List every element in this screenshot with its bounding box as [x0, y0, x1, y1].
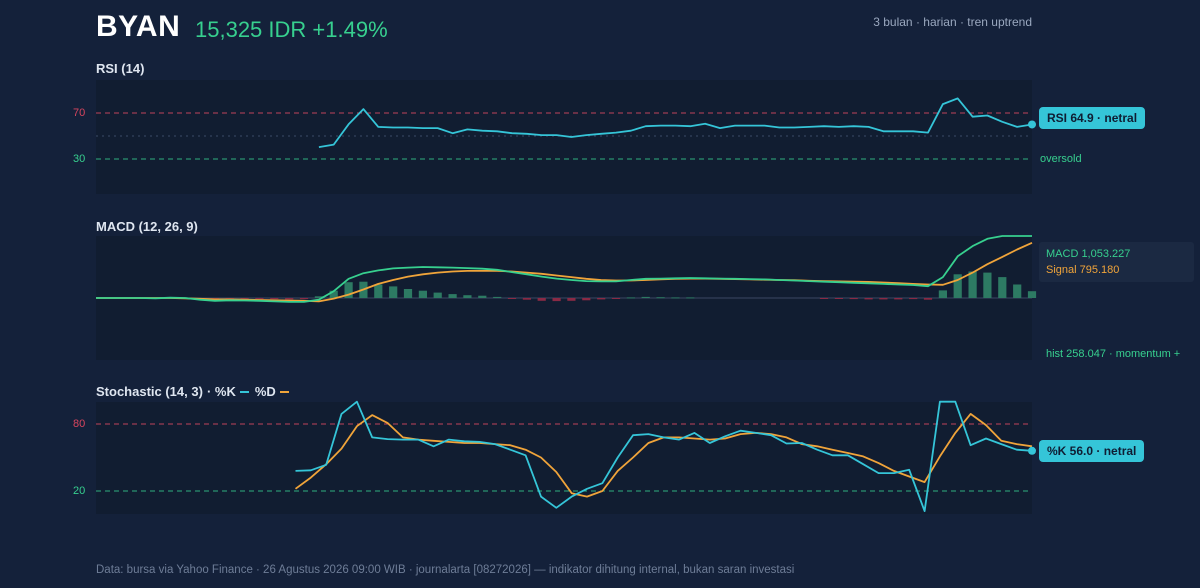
macd-histogram-bar: [938, 290, 947, 298]
rsi-panel-bg: [96, 80, 1032, 194]
macd-histogram-bar: [834, 298, 843, 299]
ticker-symbol: BYAN: [96, 10, 181, 43]
macd-histogram-bar: [819, 298, 829, 299]
stochastic-k-line: [295, 400, 1033, 512]
macd-signal-label: Signal 795.180: [1046, 264, 1120, 276]
macd-histogram-bar: [418, 290, 427, 298]
stochastic-title: Stochastic (14, 3): [96, 384, 203, 399]
stochastic-tick-20: 20: [73, 485, 86, 497]
macd-histogram-bar: [909, 298, 918, 300]
macd-histogram-bar: [299, 298, 309, 300]
macd-histogram-bar: [879, 298, 888, 300]
macd-histogram-bar: [240, 298, 249, 299]
stochastic-k-legend-swatch: [239, 390, 249, 393]
rsi-line: [318, 97, 1033, 148]
macd-histogram-bar: [403, 289, 413, 298]
rsi-tick-30: 30: [73, 153, 86, 165]
macd-histogram-bar: [998, 277, 1007, 298]
macd-histogram-label: hist 258.047 · momentum +: [1046, 348, 1181, 360]
rsi-value-badge: RSI 64.9 · netral: [1039, 107, 1146, 129]
macd-histogram-bar: [1027, 291, 1037, 298]
footer-source-note: Data: bursa via Yahoo Finance · 26 Agust…: [96, 564, 795, 576]
macd-histogram-bar: [537, 298, 546, 301]
macd-histogram-bar: [255, 298, 264, 299]
macd-histogram-bar: [344, 282, 353, 298]
macd-histogram-bar: [582, 298, 591, 301]
macd-histogram-bar: [641, 296, 650, 298]
chart-meta: 3 bulan · harian · tren uptrend: [873, 15, 1032, 29]
macd-value-box: MACD 1,053.227 Signal 795.180: [1039, 242, 1194, 282]
macd-histogram-bar: [507, 298, 517, 299]
macd-histogram-bar: [849, 298, 858, 300]
macd-histogram-bar: [923, 298, 933, 300]
macd-histogram-bar: [225, 298, 234, 299]
macd-histogram-bar: [626, 297, 635, 299]
stochastic-panel-title: Stochastic (14, 3) · %K %D: [96, 384, 295, 399]
stochastic-last-point: [1028, 446, 1036, 455]
rsi-panel-title: RSI (14): [96, 61, 145, 76]
stochastic-k-series: [295, 400, 1033, 512]
stochastic-value-badge: %K 56.0 · netral: [1039, 440, 1145, 462]
macd-value-label: MACD 1,053.227: [1046, 248, 1131, 260]
macd-histogram-bar: [983, 272, 992, 298]
macd-histogram-bar: [433, 292, 442, 298]
macd-histogram-bar: [686, 297, 695, 299]
stochastic-tick-80: 80: [73, 418, 86, 430]
macd-histogram-bar: [1013, 284, 1022, 298]
stochastic-d-legend-label: %D: [254, 384, 276, 399]
macd-histogram-bar: [567, 298, 576, 301]
macd-histogram-bar: [968, 271, 977, 298]
rsi-series: [318, 97, 1033, 148]
macd-histogram-bar: [671, 297, 680, 299]
macd-histogram-bar: [374, 284, 383, 298]
macd-histogram-bar: [894, 298, 903, 300]
stochastic-k-legend-label: · %K: [206, 384, 236, 399]
macd-histogram-bar: [329, 290, 338, 298]
macd-histogram-bar: [285, 298, 294, 300]
macd-histogram-bar: [463, 295, 472, 298]
macd-histogram-bar: [597, 298, 606, 300]
macd-histogram-bar: [953, 274, 962, 298]
stochastic-d-legend-swatch: [279, 390, 289, 393]
macd-histogram-bar: [522, 298, 531, 300]
macd-series: [96, 235, 1032, 303]
macd-histogram-bar: [478, 295, 487, 298]
rsi-tick-70: 70: [73, 107, 86, 119]
price-change: 15,325 IDR +1.49%: [195, 17, 388, 42]
macd-histogram-bar: [656, 297, 665, 299]
stochastic-panel-bg: [96, 402, 1032, 514]
macd-histogram-bar: [389, 286, 398, 298]
rsi-oversold-label: oversold: [1040, 153, 1082, 165]
macd-panel-title: MACD (12, 26, 9): [96, 219, 198, 234]
macd-histogram-bar: [864, 298, 873, 300]
macd-histogram-bar: [493, 296, 502, 298]
macd-histogram-bar: [611, 298, 621, 299]
macd-line: [96, 235, 1032, 303]
macd-histogram-bar: [552, 298, 561, 302]
rsi-last-point: [1028, 120, 1036, 129]
macd-histogram-bar: [314, 296, 323, 298]
macd-histogram-bar: [270, 298, 279, 300]
macd-histogram-bar: [448, 294, 457, 298]
